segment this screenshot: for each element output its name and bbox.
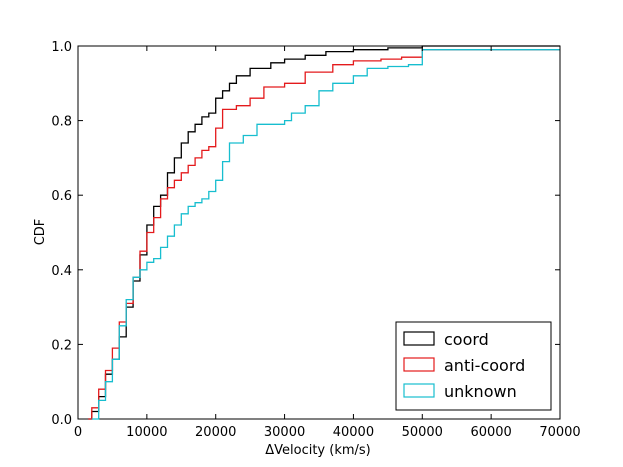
legend-label-anti-coord: anti-coord: [444, 356, 525, 375]
x-tick-label: 50000: [402, 425, 443, 440]
x-tick-label: 10000: [126, 425, 167, 440]
legend-swatch-coord: [403, 331, 435, 346]
x-tick-label: 30000: [264, 425, 305, 440]
x-tick-label: 0: [74, 425, 82, 440]
legend-label-unknown: unknown: [444, 382, 517, 401]
y-tick-label: 0.8: [51, 115, 72, 130]
series-line-unknown: [91, 49, 560, 420]
x-tick-label: 70000: [539, 425, 580, 440]
y-tick-label: 0.2: [51, 338, 72, 353]
legend: coord anti-coord unknown: [395, 321, 552, 411]
series-layer: [88, 45, 560, 420]
y-axis-ticks: 0.0 0.2 0.4 0.6 0.8 1.0: [51, 40, 560, 428]
y-axis-label: CDF: [33, 219, 48, 246]
y-tick-label: 0.6: [51, 189, 72, 204]
y-tick-label: 0.4: [51, 264, 72, 279]
series-line-anti-coord: [88, 49, 560, 420]
legend-box: [395, 321, 552, 411]
plot-frame: [77, 45, 561, 420]
y-tick-label: 0.0: [51, 413, 72, 428]
series-line-coord: [88, 45, 560, 420]
x-tick-label: 20000: [195, 425, 236, 440]
legend-swatch-unknown: [403, 383, 435, 398]
x-axis-ticks: 0 10000 20000 30000 40000 50000 60000 70000: [74, 46, 581, 440]
x-axis-label: ΔVelocity (km/s): [265, 443, 371, 458]
x-tick-label: 60000: [470, 425, 511, 440]
x-tick-label: 40000: [333, 425, 374, 440]
plot-area: [77, 45, 561, 420]
legend-swatch-anti-coord: [403, 357, 435, 372]
legend-label-coord: coord: [444, 330, 489, 349]
y-tick-label: 1.0: [51, 40, 72, 55]
